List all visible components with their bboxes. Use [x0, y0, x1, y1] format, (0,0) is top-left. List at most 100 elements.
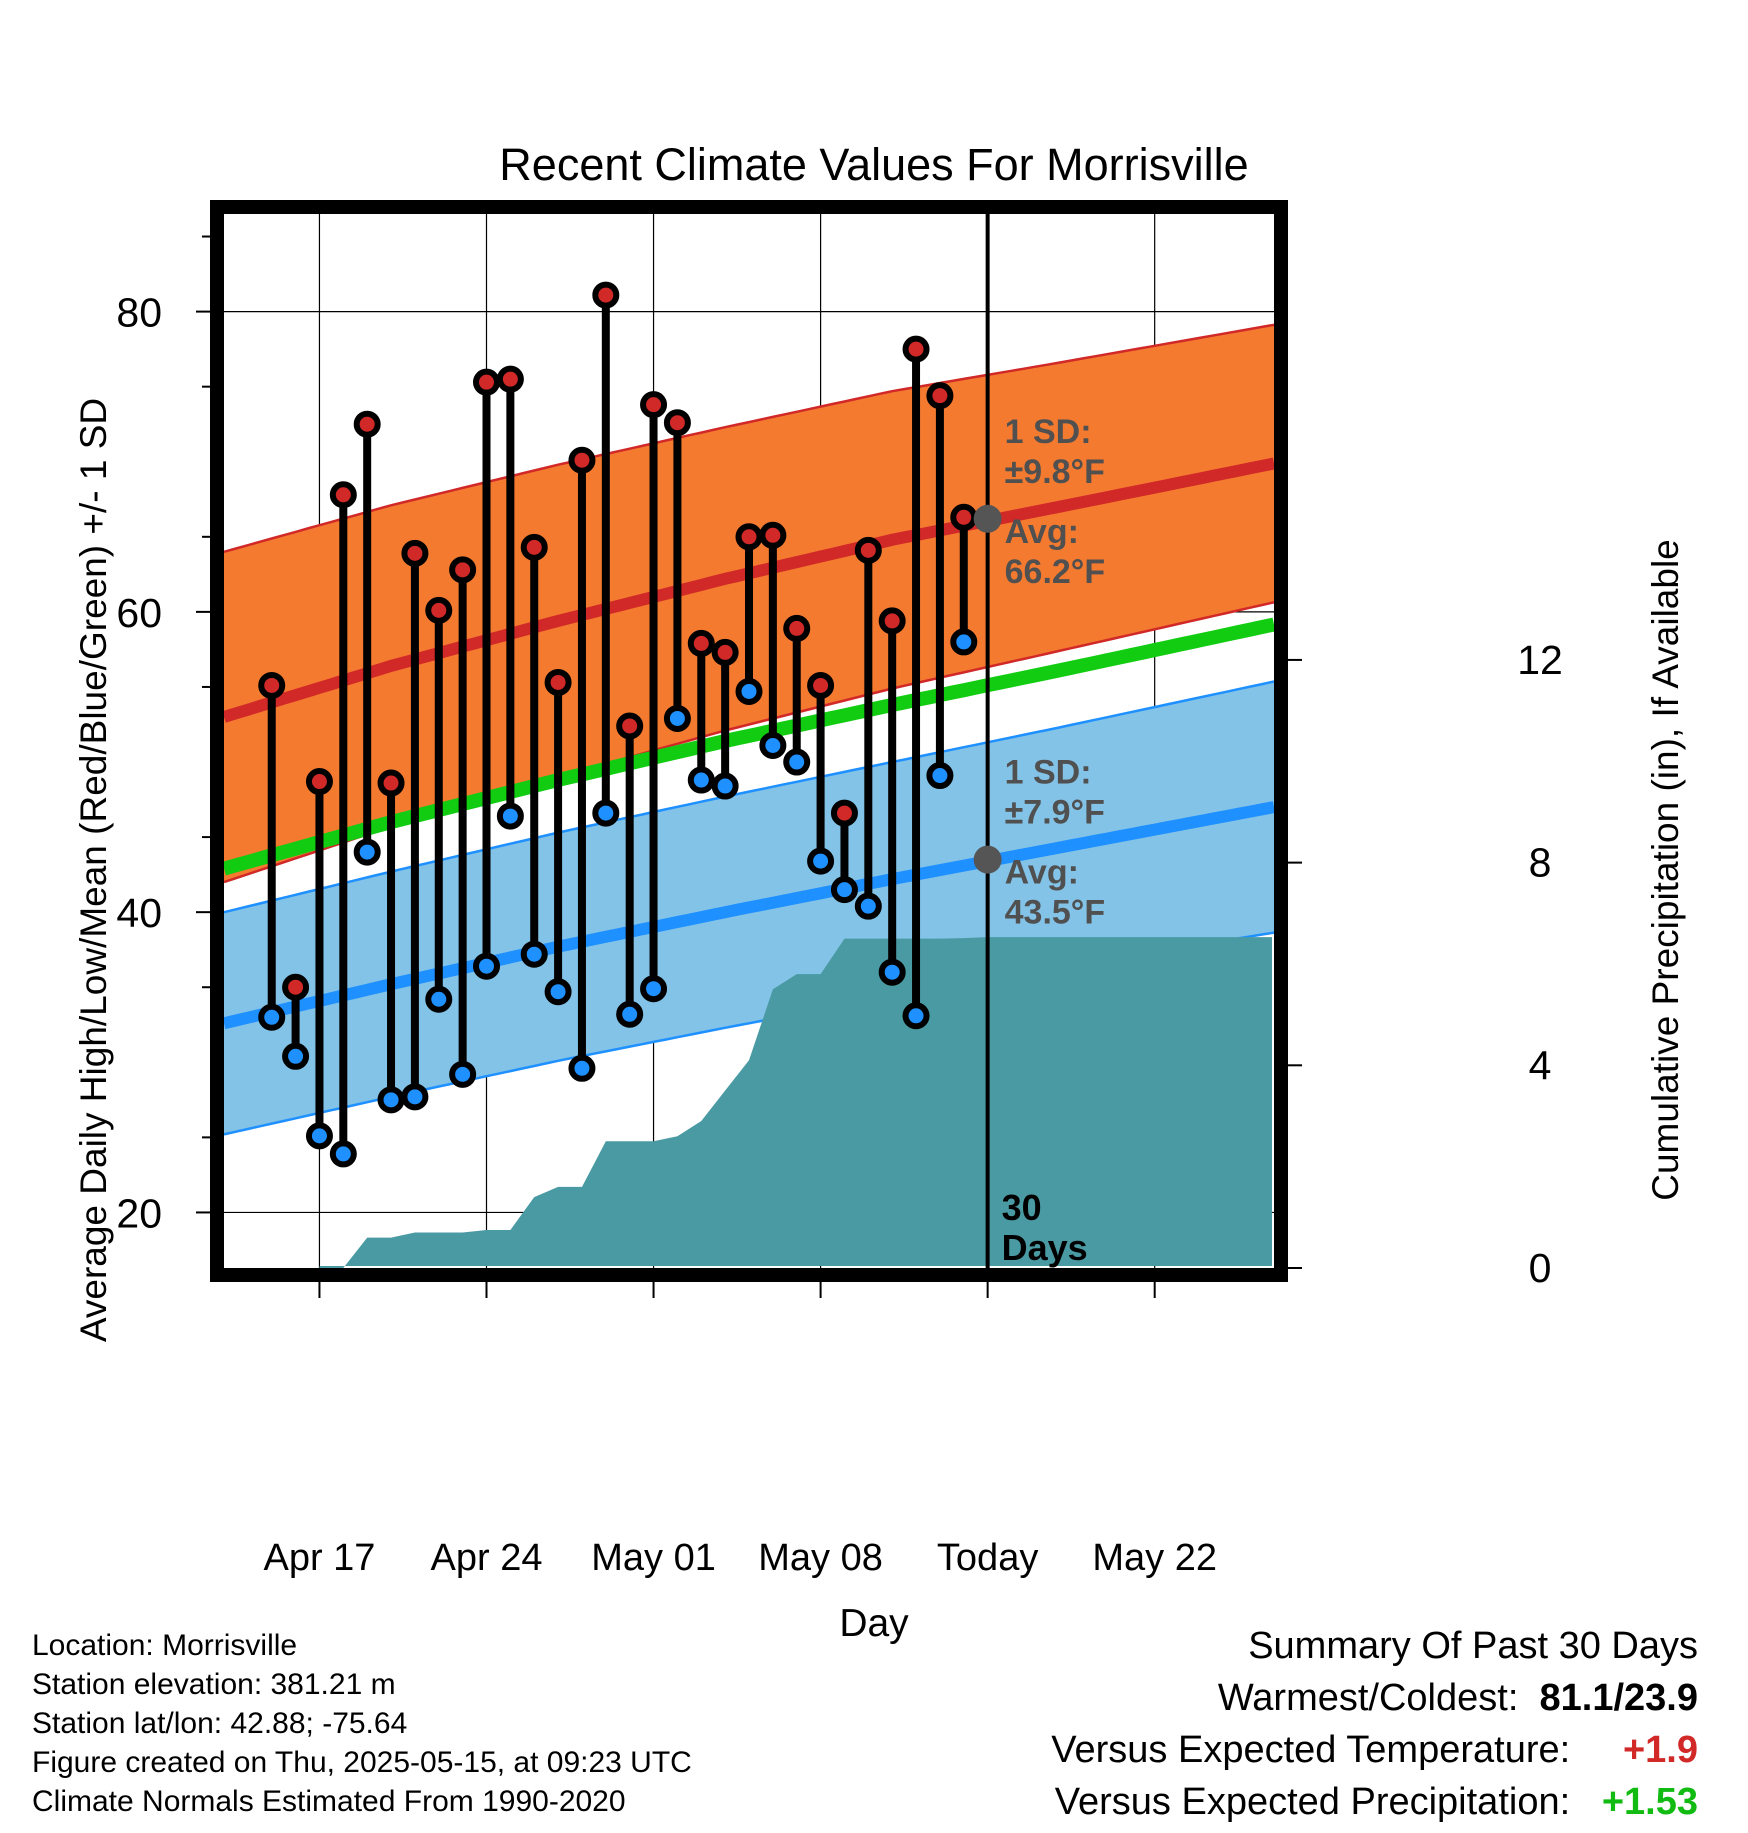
y2-tick-label: 4	[1529, 1042, 1552, 1088]
high-avg-value: 66.2°F	[1005, 553, 1106, 591]
x-tick-label: Apr 17	[263, 1537, 375, 1579]
x-tick-label: May 22	[1092, 1537, 1217, 1579]
daily-high-marker	[282, 973, 310, 1001]
today-low-avg-dot	[973, 845, 1002, 874]
daily-high-marker	[950, 503, 978, 531]
y2-axis-label: Cumulative Precipitation (in), If Availa…	[1645, 539, 1686, 1201]
daily-low-marker	[449, 1060, 477, 1088]
high-sd-value: ±9.8°F	[1005, 453, 1105, 491]
daily-high-marker	[377, 769, 405, 797]
daily-low-marker	[640, 975, 668, 1003]
summary-precip: Versus Expected Precipitation: +1.53	[1051, 1776, 1698, 1828]
y-axis-label: Average Daily High/Low/Mean (Red/Blue/Gr…	[73, 398, 114, 1342]
daily-low-marker	[830, 876, 858, 904]
daily-high-marker	[854, 536, 882, 564]
daily-high-marker	[473, 368, 500, 396]
daily-low-marker	[878, 958, 906, 986]
y-tick-label: 40	[116, 890, 162, 936]
daily-low-marker	[425, 985, 453, 1013]
daily-high-marker	[616, 712, 644, 740]
plot-frame	[210, 200, 1288, 1282]
warm-cold-value: 81.1/23.9	[1539, 1677, 1698, 1719]
daily-high-marker	[305, 768, 333, 796]
daily-low-marker	[663, 704, 691, 732]
daily-low-marker	[687, 766, 715, 794]
axes: 20 40 60 80 0 4 8 12 Apr 17 Apr 24 May 01 May 08 Tod…	[116, 235, 1563, 1579]
high-sd-upper-edge	[223, 323, 1275, 554]
low-sd-value: ±7.9°F	[1005, 794, 1105, 832]
daily-low-marker	[950, 628, 978, 656]
daily-high-marker	[258, 671, 286, 699]
warm-cold-label: Warmest/Coldest:	[1217, 1677, 1519, 1719]
y2-tick-label: 8	[1529, 840, 1552, 886]
daily-low-marker	[520, 940, 548, 968]
daily-high-marker	[830, 799, 858, 827]
station-location: Location: Morrisville	[32, 1629, 298, 1662]
daily-high-marker	[878, 607, 906, 635]
precipitation-area	[319, 937, 1272, 1268]
x-tick-label: May 01	[591, 1537, 716, 1579]
daily-high-marker	[520, 533, 548, 561]
plot-border	[210, 200, 1288, 1282]
daily-low-marker	[926, 762, 954, 790]
low-avg-label: Avg:	[1005, 854, 1079, 892]
daily-low-marker	[496, 802, 524, 830]
daily-low-marker	[282, 1042, 310, 1070]
daily-low-marker	[735, 677, 763, 705]
y2-tick-label: 0	[1529, 1245, 1552, 1291]
daily-high-marker	[759, 521, 787, 549]
low-sd-upper-edge	[223, 680, 1275, 914]
summary-temp: Versus Expected Temperature: +1.9	[1051, 1724, 1698, 1776]
daily-high-marker	[902, 335, 930, 363]
daily-high-marker	[640, 391, 668, 419]
high-sd-label: 1 SD:	[1005, 413, 1092, 451]
daily-high-marker	[711, 638, 739, 666]
x-tick-label: Today	[937, 1537, 1038, 1579]
daily-low-marker	[329, 1140, 357, 1168]
y-tick-label: 80	[116, 290, 162, 336]
chart-title: Recent Climate Values For Morrisville	[499, 139, 1248, 190]
precip-value: +1.53	[1601, 1781, 1698, 1823]
daily-high-marker	[926, 382, 954, 410]
y-tick-label: 20	[116, 1190, 162, 1236]
high-avg-label: Avg:	[1005, 513, 1079, 551]
daily-low-marker	[305, 1122, 333, 1150]
station-info: Location: Morrisville Station elevation:…	[32, 1626, 692, 1821]
daily-low-marker	[902, 1002, 930, 1030]
daily-high-marker	[807, 671, 835, 699]
summary-warm-cold: Warmest/Coldest: 81.1/23.9	[1051, 1672, 1698, 1724]
daily-high-marker	[401, 539, 429, 567]
summary-title: Summary Of Past 30 Days	[1248, 1625, 1698, 1667]
station-latlon: Station lat/lon: 42.88; -75.64	[32, 1707, 408, 1740]
daily-observations	[258, 281, 978, 1168]
climate-normals: Climate Normals Estimated From 1990-2020	[32, 1785, 626, 1818]
daily-high-marker	[425, 596, 453, 624]
days-count-number: 30	[1002, 1187, 1042, 1228]
daily-high-marker	[353, 410, 381, 438]
daily-low-marker	[592, 799, 620, 827]
x-tick-label: May 08	[758, 1537, 883, 1579]
daily-low-marker	[568, 1054, 596, 1082]
daily-high-marker	[568, 446, 596, 474]
figure-created: Figure created on Thu, 2025-05-15, at 09…	[32, 1746, 692, 1779]
low-avg-value: 43.5°F	[1005, 894, 1106, 932]
y-tick-label: 60	[116, 590, 162, 636]
daily-high-marker	[496, 365, 524, 393]
daily-low-marker	[258, 1003, 286, 1031]
daily-high-marker	[663, 409, 691, 437]
daily-high-marker	[592, 281, 620, 309]
daily-high-marker	[329, 481, 357, 509]
daily-low-marker	[377, 1086, 405, 1114]
x-axis-label: Day	[839, 1602, 909, 1645]
normal-mean-line	[222, 617, 1276, 876]
daily-low-marker	[711, 772, 739, 800]
daily-low-marker	[544, 978, 572, 1006]
precip-label: Versus Expected Precipitation:	[1054, 1781, 1571, 1823]
daily-low-marker	[353, 838, 381, 866]
daily-low-marker	[759, 732, 787, 760]
today-high-avg-dot	[973, 504, 1002, 533]
precip-fill	[319, 937, 1272, 1268]
